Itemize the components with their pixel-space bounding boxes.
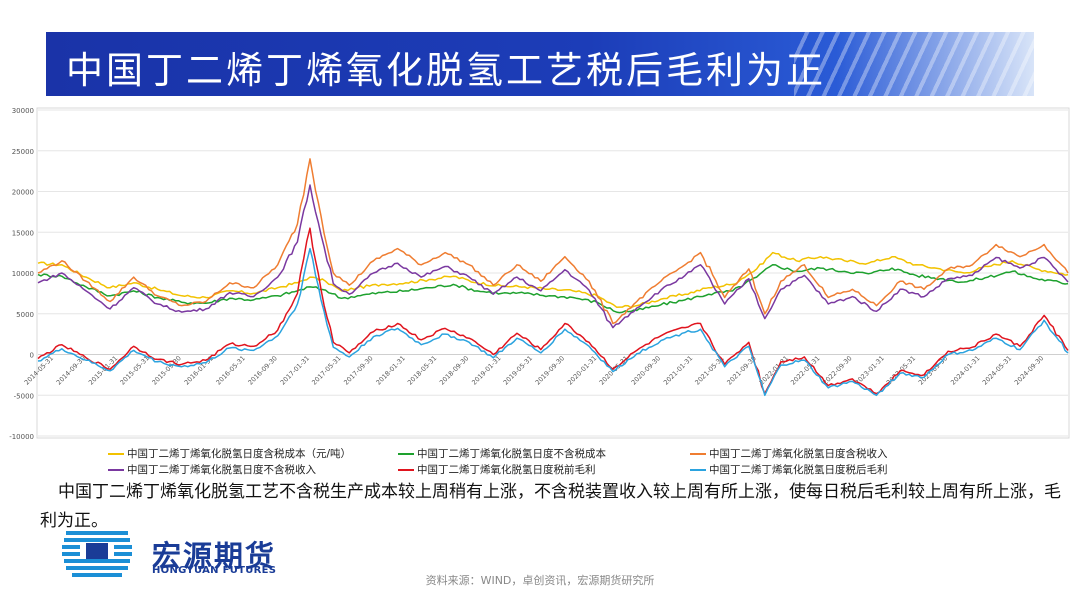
x-tick-label: 2021-01-31 [662, 354, 694, 386]
legend-item: 中国丁二烯丁烯氧化脱氢日度含税成本（元/吨） [108, 446, 351, 461]
y-tick-label: 5000 [16, 311, 34, 319]
x-tick-label: 2018-05-31 [406, 354, 438, 386]
x-tick-label: 2024-05-31 [981, 354, 1013, 386]
legend-swatch [398, 452, 414, 455]
x-tick-label: 2023-09-30 [917, 354, 949, 386]
line-chart: 30000 25000 20000 15000 10000 5000 0 -5000 -1000… [9, 107, 1070, 441]
series-line-2 [37, 264, 1069, 314]
x-tick-label: 2016-05-31 [215, 354, 247, 386]
x-tick-label: 2018-09-30 [438, 354, 470, 386]
legend-swatch [108, 468, 124, 471]
legend-item: 中国丁二烯丁烯氧化脱氢日度不含税收入 [108, 462, 316, 477]
y-tick-label: 10000 [12, 270, 34, 278]
logo-mark-icon [62, 531, 132, 577]
legend-label: 中国丁二烯丁烯氧化脱氢日度含税收入 [709, 448, 888, 460]
commentary-text: 中国丁二烯丁烯氧化脱氢工艺不含税生产成本较上周稍有上涨，不含税装置收入较上周有所… [40, 482, 1061, 531]
legend-label: 中国丁二烯丁烯氧化脱氢日度税前毛利 [417, 464, 596, 476]
y-tick-label: 0 [30, 352, 34, 360]
legend-item: 中国丁二烯丁烯氧化脱氢日度含税收入 [690, 446, 888, 461]
y-tick-label: -10000 [9, 433, 34, 441]
legend-item: 中国丁二烯丁烯氧化脱氢日度不含税成本 [398, 446, 606, 461]
legend-label: 中国丁二烯丁烯氧化脱氢日度含税成本（元/吨） [127, 448, 352, 460]
x-tick-label: 2016-09-30 [247, 354, 279, 386]
series-line-3 [37, 158, 1069, 325]
legend-swatch [690, 468, 706, 471]
logo-chinese-name: 宏源期货 [152, 539, 277, 573]
plot-frame [36, 107, 1070, 439]
x-tick-label: 2020-09-30 [630, 354, 662, 386]
x-tick-label: 2017-01-31 [279, 354, 311, 386]
banner-stripes [794, 32, 1034, 96]
x-tick-label: 2019-01-31 [470, 354, 502, 386]
y-tick-label: -5000 [14, 392, 34, 400]
chart-area: 30000 25000 20000 15000 10000 5000 0 -5000 -1000… [0, 100, 1080, 480]
x-tick-label: 2017-09-30 [342, 354, 374, 386]
series-line-6 [37, 247, 1069, 397]
x-tick-label: 2020-01-31 [566, 354, 598, 386]
series-line-4 [37, 184, 1069, 329]
y-tick-label: 30000 [12, 107, 34, 115]
x-tick-label: 2014-05-31 [23, 354, 55, 386]
legend-swatch [108, 452, 124, 455]
x-tick-label: 2017-05-31 [310, 354, 342, 386]
title-banner: 中国丁二烯丁烯氧化脱氢工艺税后毛利为正 [46, 32, 1034, 96]
x-tick-label: 2019-05-31 [502, 354, 534, 386]
source-note: 资料来源：WIND，卓创资讯，宏源期货研究所 [425, 574, 655, 587]
legend-label: 中国丁二烯丁烯氧化脱氢日度不含税收入 [127, 464, 316, 476]
legend-label: 中国丁二烯丁烯氧化脱氢日度不含税成本 [417, 448, 606, 460]
page-title: 中国丁二烯丁烯氧化脱氢工艺税后毛利为正 [66, 49, 826, 92]
x-tick-label: 2024-09-30 [1013, 354, 1045, 386]
x-tick-label: 2015-01-31 [87, 354, 119, 386]
company-logo: 宏源期货 HONGYUAN FUTURES [62, 527, 322, 579]
x-tick-label: 2019-09-30 [534, 354, 566, 386]
legend-label: 中国丁二烯丁烯氧化脱氢日度税后毛利 [709, 464, 888, 476]
legend-item: 中国丁二烯丁烯氧化脱氢日度税前毛利 [398, 462, 596, 477]
y-tick-label: 20000 [12, 189, 34, 197]
legend-swatch [690, 452, 706, 455]
legend-swatch [398, 468, 414, 471]
x-tick-label: 2018-01-31 [375, 354, 407, 386]
y-tick-label: 15000 [12, 229, 34, 237]
logo-english-name: HONGYUAN FUTURES [152, 565, 277, 576]
x-tick-label: 2022-01-31 [758, 354, 790, 386]
legend-item: 中国丁二烯丁烯氧化脱氢日度税后毛利 [690, 462, 888, 477]
series-line-5 [37, 227, 1069, 395]
x-tick-label: 2024-01-31 [949, 354, 981, 386]
y-tick-label: 25000 [12, 148, 34, 156]
